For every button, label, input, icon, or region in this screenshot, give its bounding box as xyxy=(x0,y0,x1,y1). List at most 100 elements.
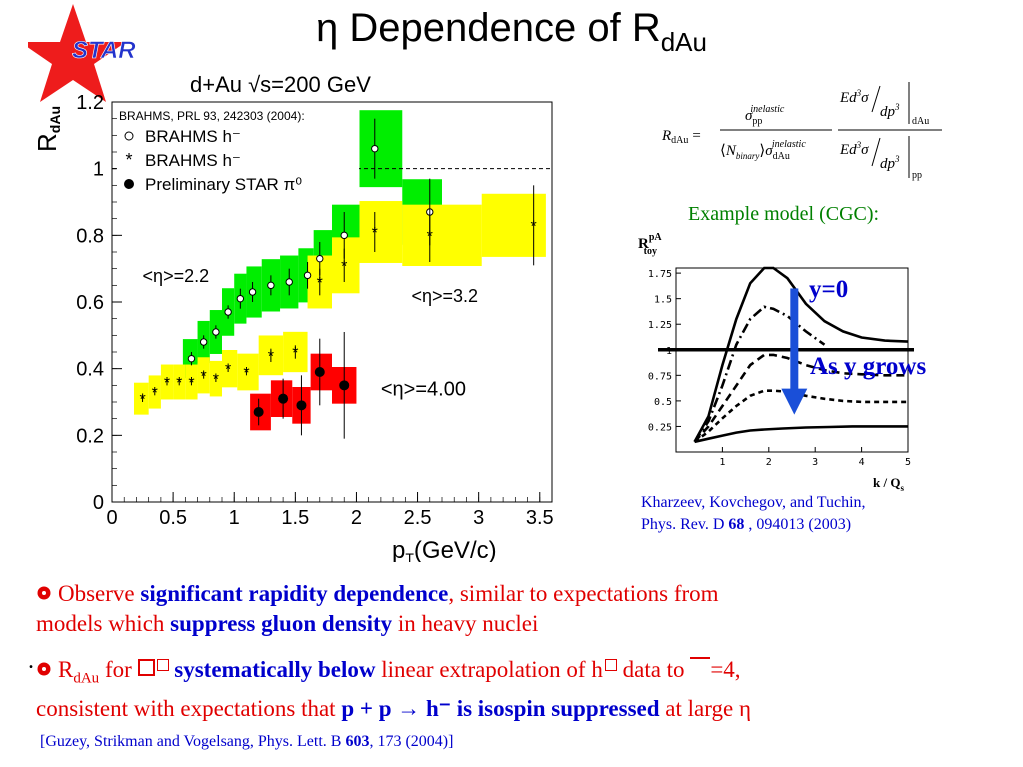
y-tick-label: 1 xyxy=(93,159,104,181)
systematic-band-yellow xyxy=(237,353,259,391)
cgc-model-chart: 0.25 0.5 0.75 1 1.25 1.5 1.75 1 2 3 4 5 y=0 As y grow… xyxy=(638,232,926,493)
cgc-y-tick-label: 0.75 xyxy=(648,371,672,382)
page-title: η Dependence of RdAu xyxy=(0,6,1023,58)
missing-glyph-icon xyxy=(690,657,711,671)
systematic-band-yellow xyxy=(222,350,238,388)
systematic-band-yellow xyxy=(134,382,149,415)
cgc-x-tick-label: 5 xyxy=(905,457,911,468)
cgc-y-tick-label: 1.25 xyxy=(648,320,672,331)
point-brahms-open-circle xyxy=(285,278,293,286)
legend-entry: BRAHMS h⁻ xyxy=(145,151,241,170)
bullet-rapidity: Observe significant rapidity dependence,… xyxy=(36,581,719,636)
point-brahms-open-circle xyxy=(224,308,232,316)
cgc-x-tick-label: 4 xyxy=(859,457,865,468)
bullet-flower-icon xyxy=(37,662,51,676)
cgc-y-tick-label: 0.5 xyxy=(654,397,672,408)
arrow-shaft xyxy=(790,288,799,391)
formula-lhs: RdAu = xyxy=(661,128,702,146)
legend-marker xyxy=(124,179,134,189)
formula-dp3-bottom: dp3 xyxy=(880,154,900,172)
stray-dot: . xyxy=(28,648,34,674)
cgc-annotation-y0: y=0 xyxy=(809,276,848,303)
eta-annotation: <η>=2.2 xyxy=(143,266,210,286)
point-brahms-asterisk: * xyxy=(139,392,145,409)
x-tick-label: 0 xyxy=(106,507,117,529)
missing-glyph-box-icon xyxy=(604,659,617,671)
y-tick-label: 0.8 xyxy=(76,225,104,247)
point-brahms-open-circle xyxy=(267,281,275,290)
cgc-curve-dashed xyxy=(693,353,908,443)
legend-entry: BRAHMS h⁻ xyxy=(145,127,241,146)
cgc-plot-frame xyxy=(675,267,909,453)
formula-ed3-bottom: Ed3σ xyxy=(839,140,869,158)
cgc-y-tick-label: 1.75 xyxy=(648,269,672,280)
x-tick-label: 0.5 xyxy=(159,507,187,529)
point-brahms-asterisk: * xyxy=(427,228,433,245)
cgc-x-axis-label: k / Qs xyxy=(873,475,904,493)
arrow-head xyxy=(781,388,808,415)
point-brahms-asterisk: * xyxy=(188,375,194,392)
systematic-band-yellow xyxy=(359,201,403,263)
point-brahms-asterisk: * xyxy=(317,275,323,292)
missing-glyph-box-icon xyxy=(156,659,169,671)
cgc-reference: Kharzeev, Kovchegov, and Tuchin, Phys. R… xyxy=(641,492,866,536)
cgc-curve-solid xyxy=(693,266,909,443)
title-main: η Dependence of R xyxy=(316,6,661,50)
point-brahms-asterisk: * xyxy=(292,345,298,362)
systematic-band-yellow xyxy=(402,204,482,266)
point-star-pi0 xyxy=(278,393,289,404)
cgc-x-tick-label: 3 xyxy=(812,457,818,468)
point-brahms-asterisk: * xyxy=(213,372,219,389)
cgc-y-tick-label: 0.25 xyxy=(648,422,672,433)
point-star-pi0 xyxy=(339,380,350,391)
y-tick-label: 0.2 xyxy=(76,425,104,447)
point-brahms-open-circle xyxy=(371,144,379,153)
point-brahms-asterisk: * xyxy=(531,218,537,235)
eta-annotation: <η>=4.00 xyxy=(381,378,466,400)
formula-eval-bottom: pp xyxy=(912,170,922,181)
legend-marker xyxy=(124,131,134,141)
formula-sigma-pp: σppinelastic xyxy=(745,104,785,127)
point-brahms-asterisk: * xyxy=(243,365,249,382)
chart-title: d+Au √s=200 GeV xyxy=(190,72,371,97)
formula-ed3-top: Ed3σ xyxy=(839,88,869,106)
point-brahms-asterisk: * xyxy=(225,362,231,379)
cgc-y-tick-label: 1.5 xyxy=(654,295,672,306)
cgc-curve-dotted xyxy=(693,389,908,443)
eta-annotation: <η>=3.2 xyxy=(411,286,478,306)
point-brahms-open-circle xyxy=(303,271,312,280)
cgc-x-tick-label: 1 xyxy=(719,457,725,468)
y-axis-label: RdAu xyxy=(32,106,63,152)
cgc-y-tick-label: 1 xyxy=(666,346,672,357)
title-subscript: dAu xyxy=(660,27,707,57)
cgc-y-axis-label: RpA toy xyxy=(638,232,662,257)
point-brahms-asterisk: * xyxy=(268,348,274,365)
point-brahms-open-circle xyxy=(236,294,245,303)
formula-eval-top: dAu xyxy=(912,116,929,127)
bullet-flower-icon xyxy=(37,586,51,600)
point-brahms-open-circle xyxy=(316,254,324,263)
cgc-curve-dashdot xyxy=(693,305,826,443)
x-tick-label: 3.5 xyxy=(526,507,554,529)
x-tick-label: 2.5 xyxy=(404,507,432,529)
point-star-pi0 xyxy=(296,400,307,411)
point-brahms-open-circle xyxy=(187,354,196,363)
y-tick-label: 0 xyxy=(93,492,104,514)
y-tick-label: 0.6 xyxy=(76,292,104,314)
point-brahms-asterisk: * xyxy=(164,375,170,392)
star-logo-text: STAR xyxy=(72,37,136,64)
point-brahms-asterisk: * xyxy=(176,375,182,392)
x-tick-label: 1.5 xyxy=(281,507,309,529)
y-tick-label: 1.2 xyxy=(76,92,104,114)
point-brahms-asterisk: * xyxy=(341,258,347,275)
point-brahms-open-circle xyxy=(212,328,220,336)
point-brahms-open-circle xyxy=(340,231,348,240)
cgc-x-tick-label: 2 xyxy=(766,457,772,468)
cgc-curve-solid xyxy=(694,425,908,444)
legend-marker: * xyxy=(125,150,132,170)
bottom-reference: [Guzey, Strikman and Vogelsang, Phys. Le… xyxy=(40,733,454,750)
bullet-systematically-below: RdAu for systematically below linear ext… xyxy=(36,657,751,721)
formula-nbinary: ⟨Nbinary⟩σdAuinelastic xyxy=(720,139,806,162)
rdau-chart: * * * * * * * * * * * * * * * * 0 0.2 0.4 0.6 0.8 1 1.2 0 0.5 1 1… xyxy=(32,72,554,562)
point-brahms-asterisk: * xyxy=(201,368,207,385)
